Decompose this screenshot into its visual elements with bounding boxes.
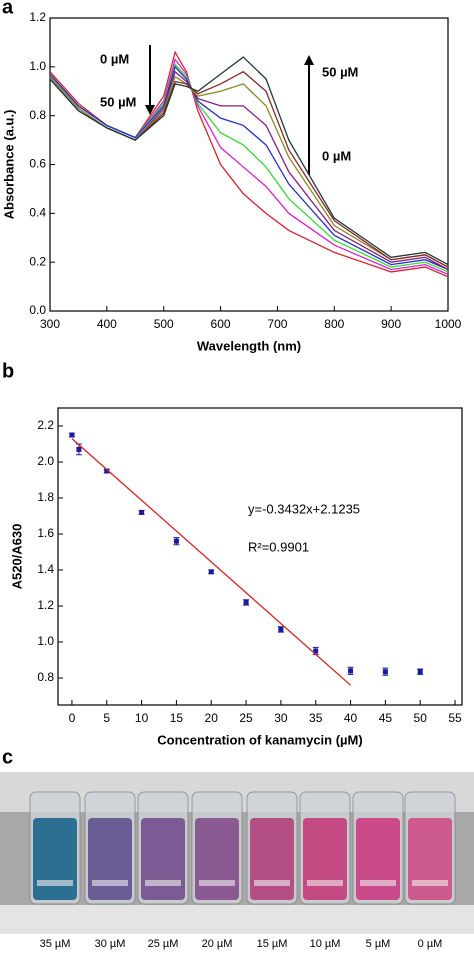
vial-highlight xyxy=(37,880,73,886)
y-tick-label: 1.8 xyxy=(37,490,54,504)
x-tick-label: 800 xyxy=(324,317,344,331)
marker xyxy=(173,538,179,544)
x-tick-label: 400 xyxy=(97,317,117,331)
vial-label: 10 µM xyxy=(310,938,341,950)
y-tick-label: 0.8 xyxy=(29,108,46,122)
y-axis-label: A520/A630 xyxy=(9,524,24,590)
x-tick-label: 50 xyxy=(414,711,428,725)
vial-liquid xyxy=(250,818,294,900)
y-axis-label: Absorbance (a.u.) xyxy=(1,110,16,220)
y-tick-label: 2.2 xyxy=(37,418,54,432)
data-line xyxy=(49,65,449,271)
x-tick-label: 20 xyxy=(205,711,219,725)
marker xyxy=(208,569,214,575)
vial-liquid xyxy=(195,818,239,900)
marker xyxy=(76,446,82,452)
x-tick-label: 5 xyxy=(103,711,110,725)
annotation: y=-0.3432x+2.1235 xyxy=(248,501,360,516)
x-axis-label: Wavelength (nm) xyxy=(197,338,301,353)
vial-label: 0 µM xyxy=(418,938,443,950)
x-tick-label: 0 xyxy=(69,711,76,725)
annotation: 0 µM xyxy=(322,148,351,163)
vial-highlight xyxy=(412,880,448,886)
y-tick-label: 1.2 xyxy=(37,598,54,612)
marker xyxy=(104,468,110,474)
vial-liquid xyxy=(33,818,77,900)
vial-liquid xyxy=(356,818,400,900)
marker xyxy=(313,648,319,654)
vial-liquid xyxy=(303,818,347,900)
marker xyxy=(278,626,284,632)
marker xyxy=(69,432,75,438)
y-tick-label: 1.4 xyxy=(37,562,54,576)
x-tick-label: 1000 xyxy=(435,317,462,331)
y-tick-label: 2.0 xyxy=(37,454,54,468)
vial-label: 25 µM xyxy=(148,938,179,950)
panel-label: b xyxy=(2,360,14,382)
x-tick-label: 700 xyxy=(267,317,287,331)
data-line xyxy=(71,438,351,686)
vial-highlight xyxy=(199,880,235,886)
vial-label: 35 µM xyxy=(40,938,71,950)
marker xyxy=(139,509,145,515)
x-tick-label: 10 xyxy=(135,711,149,725)
annotation: R²=0.9901 xyxy=(248,539,309,554)
vial-highlight xyxy=(92,880,128,886)
plot-frame xyxy=(57,407,463,706)
photo-table xyxy=(0,905,474,934)
y-tick-label: 0.0 xyxy=(29,303,46,317)
vial-label: 30 µM xyxy=(95,938,126,950)
marker xyxy=(417,669,423,675)
x-tick-label: 25 xyxy=(239,711,253,725)
vial-liquid xyxy=(408,818,452,900)
vial-label: 5 µM xyxy=(366,938,391,950)
data-line xyxy=(49,58,449,275)
x-axis-label: Concentration of kanamycin (µM) xyxy=(157,732,362,747)
y-tick-label: 0.2 xyxy=(29,254,46,268)
vial-highlight xyxy=(360,880,396,886)
x-tick-label: 900 xyxy=(381,317,401,331)
data-line xyxy=(49,56,449,266)
vial-label: 20 µM xyxy=(202,938,233,950)
marker xyxy=(382,669,388,675)
y-tick-label: 0.6 xyxy=(29,157,46,171)
y-tick-label: 0.8 xyxy=(37,670,54,684)
x-tick-label: 300 xyxy=(40,317,60,331)
vial-highlight xyxy=(145,880,181,886)
vial-highlight xyxy=(254,880,290,886)
data-line xyxy=(49,50,449,278)
vial-liquid xyxy=(88,818,132,900)
x-tick-label: 45 xyxy=(379,711,393,725)
annotation: 50 µM xyxy=(100,94,136,109)
x-tick-label: 500 xyxy=(154,317,174,331)
x-tick-label: 40 xyxy=(344,711,358,725)
x-tick-label: 30 xyxy=(274,711,288,725)
x-tick-label: 600 xyxy=(211,317,231,331)
marker xyxy=(348,668,354,674)
annotation: 0 µM xyxy=(100,51,129,66)
y-tick-label: 0.4 xyxy=(29,206,46,220)
x-tick-label: 35 xyxy=(309,711,323,725)
panel-label: a xyxy=(2,0,14,18)
y-tick-label: 1.6 xyxy=(37,526,54,540)
y-tick-label: 1.0 xyxy=(29,59,46,73)
panel-label: c xyxy=(2,746,13,768)
vial-highlight xyxy=(307,880,343,886)
annotation: 50 µM xyxy=(322,64,358,79)
vial-label: 15 µM xyxy=(257,938,288,950)
x-tick-label: 55 xyxy=(448,711,462,725)
y-tick-label: 1.0 xyxy=(37,634,54,648)
vial-liquid xyxy=(141,818,185,900)
x-tick-label: 15 xyxy=(170,711,184,725)
y-tick-label: 1.2 xyxy=(29,10,46,24)
marker xyxy=(243,599,249,605)
